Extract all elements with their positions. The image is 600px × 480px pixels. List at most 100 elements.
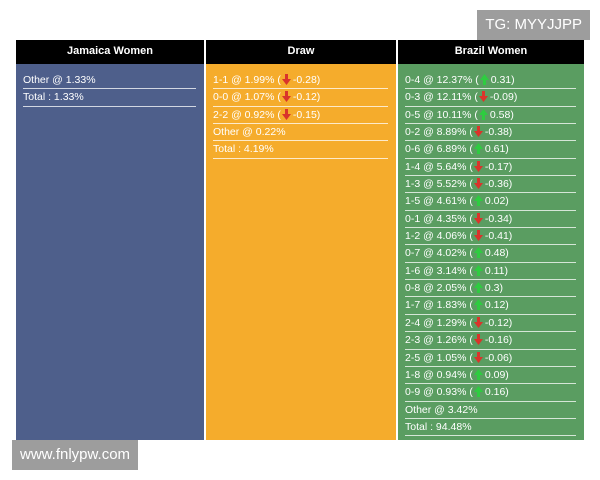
odds-row: 1-4 @ 5.64% ( -0.17): [405, 159, 576, 177]
trend-icon: [473, 212, 483, 224]
score-odds: 1-2 @ 4.06% (: [405, 230, 473, 243]
score-odds: 0-4 @ 12.37% (: [405, 74, 479, 86]
odds-row: 2-2 @ 0.92% ( -0.15): [213, 107, 388, 125]
score-odds: 2-4 @ 1.29% (: [405, 316, 473, 329]
trend-icon: [478, 108, 488, 120]
trend-icon: [473, 126, 483, 138]
odds-row: 1-5 @ 4.61% ( 0.02): [405, 193, 576, 211]
score-odds: Total : 94.48%: [405, 420, 472, 433]
odds-change: 0.02): [484, 195, 509, 208]
odds-row: 0-6 @ 6.89% ( 0.61): [405, 141, 576, 159]
odds-change: -0.41): [484, 230, 513, 243]
odds-row: 1-1 @ 1.99% ( -0.28): [213, 72, 388, 90]
trend-icon: [473, 299, 483, 311]
score-odds: Other @ 3.42%: [405, 403, 478, 416]
score-odds: 2-5 @ 1.05% (: [405, 351, 473, 364]
column-header: Jamaica Women: [16, 40, 204, 64]
score-odds: Total : 1.33%: [23, 91, 84, 104]
trend-icon: [473, 282, 483, 294]
score-odds: 0-7 @ 4.02% (: [405, 247, 473, 260]
odds-row: 1-7 @ 1.83% ( 0.12): [405, 297, 576, 315]
score-odds: 0-6 @ 6.89% (: [405, 143, 473, 156]
odds-change: 0.3): [484, 282, 503, 295]
odds-row: 2-5 @ 1.05% ( -0.06): [405, 350, 576, 367]
odds-row: 0-0 @ 1.07% ( -0.12): [213, 89, 388, 107]
trend-icon: [281, 74, 291, 85]
odds-row: Other @ 1.33%: [23, 72, 196, 90]
score-odds: 0-5 @ 10.11% (: [405, 108, 478, 121]
score-odds: 1-8 @ 0.94% (: [405, 368, 473, 381]
odds-change: 0.58): [489, 108, 514, 121]
trend-icon: [473, 386, 483, 398]
odds-row: 1-8 @ 0.94% ( 0.09): [405, 367, 576, 385]
odds-change: 0.61): [484, 143, 509, 156]
odds-row: 0-5 @ 10.11% ( 0.58): [405, 107, 576, 125]
column-header: Brazil Women: [398, 40, 584, 64]
score-odds: 1-3 @ 5.52% (: [405, 178, 473, 191]
odds-row: 0-8 @ 2.05% (0.3): [405, 280, 576, 298]
trend-icon: [479, 74, 489, 85]
odds-change: -0.28): [292, 74, 321, 86]
odds-change: -0.16): [484, 334, 513, 347]
trend-icon: [473, 178, 483, 190]
trend-icon: [281, 91, 291, 103]
odds-row: 0-9 @ 0.93% ( 0.16): [405, 384, 576, 402]
odds-change: 0.16): [484, 386, 509, 399]
odds-change: -0.38): [484, 126, 513, 139]
score-odds: 1-6 @ 3.14% (: [405, 264, 473, 277]
odds-change: 0.31): [490, 74, 515, 86]
column: Brazil Women 0-4 @ 12.37% ( 0.31) 0-3 @ 12.…: [398, 40, 584, 440]
score-odds: 0-9 @ 0.93% (: [405, 386, 473, 399]
odds-change: -0.15): [292, 108, 321, 121]
odds-row: 0-2 @ 8.89% ( -0.38): [405, 124, 576, 142]
odds-change: -0.12): [292, 91, 321, 104]
odds-row: 1-3 @ 5.52% ( -0.36): [405, 176, 576, 194]
odds-row: 0-7 @ 4.02% ( 0.48): [405, 245, 576, 263]
score-odds: 0-1 @ 4.35% (: [405, 212, 473, 225]
odds-change: 0.11): [484, 264, 509, 277]
trend-icon: [473, 334, 483, 346]
score-odds: 1-5 @ 4.61% (: [405, 195, 473, 208]
trend-icon: [281, 108, 291, 120]
odds-row: 0-1 @ 4.35% ( -0.34): [405, 211, 576, 229]
odds-row: Other @ 0.22%: [213, 124, 388, 142]
score-odds: 1-4 @ 5.64% (: [405, 160, 473, 173]
score-odds: 0-3 @ 12.11% (: [405, 91, 478, 104]
odds-change: -0.17): [484, 160, 513, 173]
trend-icon: [473, 143, 483, 155]
trend-icon: [473, 195, 483, 207]
odds-row: Total : 1.33%: [23, 89, 196, 107]
column: Draw 1-1 @ 1.99% ( -0.28) 0-0 @ 1.07% ( -0.1…: [206, 40, 396, 440]
odds-change: -0.34): [484, 212, 513, 225]
odds-change: 0.48): [484, 247, 509, 260]
odds-change: -0.36): [484, 178, 513, 191]
odds-row: Total : 94.48%: [405, 419, 576, 437]
odds-row: 1-2 @ 4.06% ( -0.41): [405, 228, 576, 246]
trend-icon: [473, 351, 483, 363]
score-odds: 1-1 @ 1.99% (: [213, 74, 281, 86]
trend-icon: [473, 230, 483, 242]
trend-icon: [473, 368, 483, 380]
odds-change: -0.12): [484, 316, 513, 329]
score-odds: Total : 4.19%: [213, 143, 274, 156]
watermark: www.fnlypw.com: [12, 440, 139, 470]
column-body: Other @ 1.33% Total : 1.33%: [16, 64, 204, 440]
odds-change: 0.12): [484, 299, 509, 312]
score-odds: Other @ 1.33%: [23, 74, 96, 86]
column-body: 1-1 @ 1.99% ( -0.28) 0-0 @ 1.07% ( -0.12) 2-…: [206, 64, 396, 440]
column-header: Draw: [206, 40, 396, 64]
column: Jamaica Women Other @ 1.33% Total : 1.33%: [16, 40, 204, 440]
score-odds: 1-7 @ 1.83% (: [405, 299, 473, 312]
odds-row: Other @ 3.42%: [405, 402, 576, 419]
odds-change: 0.09): [484, 368, 509, 381]
trend-icon: [473, 316, 483, 328]
odds-row: 0-3 @ 12.11% (-0.09): [405, 89, 576, 107]
odds-row: 1-6 @ 3.14% ( 0.11): [405, 263, 576, 281]
column-body: 0-4 @ 12.37% (0.31) 0-3 @ 12.11% (-0.09) 0…: [398, 64, 584, 440]
score-odds: 0-0 @ 1.07% (: [213, 91, 281, 104]
score-odds: 2-2 @ 0.92% (: [213, 108, 281, 121]
odds-change: -0.06): [484, 351, 513, 364]
odds-row: Total : 4.19%: [213, 141, 388, 159]
score-odds: 0-2 @ 8.89% (: [405, 126, 473, 139]
